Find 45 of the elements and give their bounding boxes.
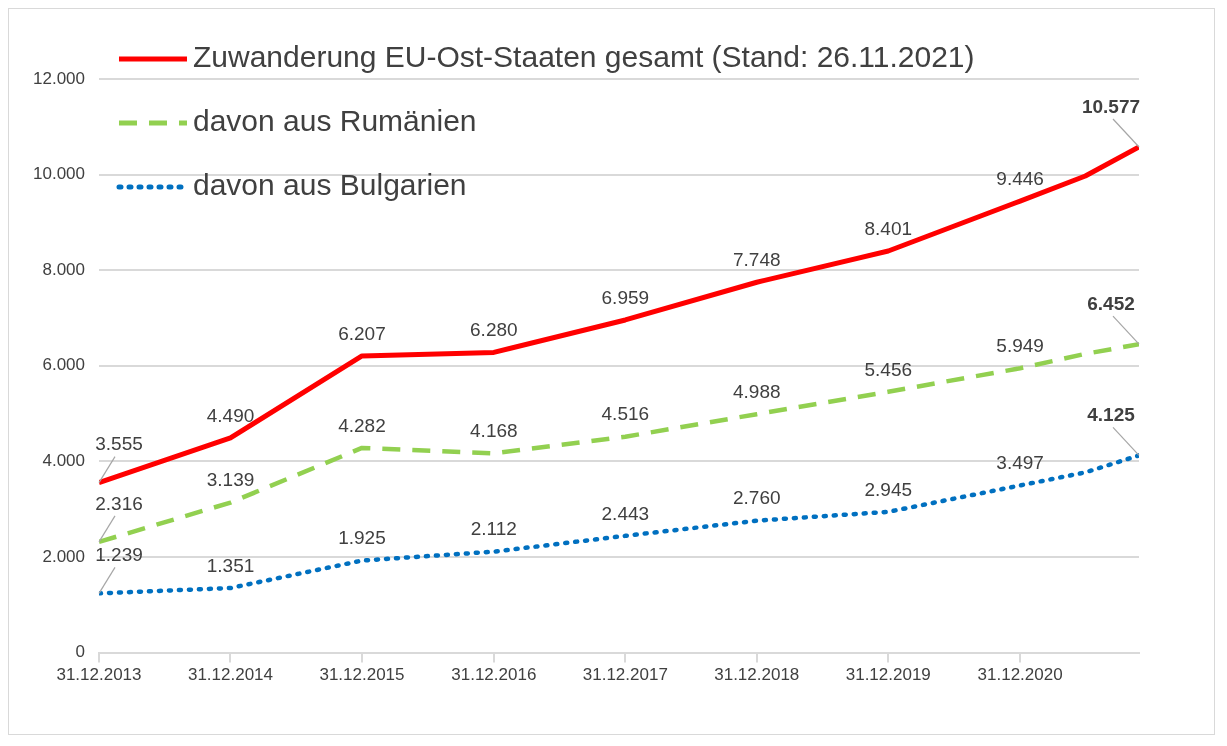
data-label: 4.516 <box>601 403 650 425</box>
y-tick-label: 10.000 <box>33 164 85 184</box>
data-label: 4.490 <box>206 404 255 426</box>
data-label: 1.351 <box>206 554 255 576</box>
y-tick-label: 0 <box>75 642 85 662</box>
x-tick-label: 31.12.2017 <box>582 665 668 685</box>
x-tick-label: 31.12.2019 <box>845 665 931 685</box>
y-tick-label: 8.000 <box>42 259 85 279</box>
data-label: 2.443 <box>601 502 650 524</box>
data-label: 2.760 <box>733 487 781 509</box>
data-label: 9.446 <box>996 167 1044 189</box>
x-tick-label: 31.12.2018 <box>714 665 800 685</box>
data-label: 5.456 <box>864 358 913 380</box>
legend-label: Zuwanderung EU-Ost-Staaten gesamt (Stand: 26.11.2021) <box>193 40 975 74</box>
data-label: 1.925 <box>338 527 386 549</box>
data-label: 6.959 <box>601 286 650 308</box>
data-label: 2.316 <box>95 492 143 514</box>
legend-label: davon aus Rumänien <box>193 104 477 138</box>
legend-label: davon aus Bulgarien <box>193 168 467 202</box>
data-label: 6.207 <box>338 322 386 344</box>
x-tick-label: 31.12.2013 <box>56 665 142 685</box>
y-tick-label: 4.000 <box>42 451 85 471</box>
data-label: 4.125 <box>1087 404 1136 426</box>
data-label: 4.988 <box>733 380 781 402</box>
x-tick-label: 31.12.2014 <box>187 665 274 685</box>
x-tick-label: 31.12.2016 <box>451 665 537 685</box>
data-label: 10.577 <box>1081 95 1141 117</box>
data-label: 2.945 <box>864 478 913 500</box>
data-label: 3.555 <box>95 433 143 455</box>
y-tick-label: 12.000 <box>33 68 85 88</box>
data-label: 5.949 <box>996 334 1044 356</box>
y-tick-label: 6.000 <box>42 355 85 375</box>
data-label: 2.112 <box>470 518 517 540</box>
x-tick-label: 31.12.2020 <box>977 665 1063 685</box>
data-label: 3.139 <box>206 469 255 491</box>
x-tick-label: 31.12.2015 <box>319 665 405 685</box>
data-label: 1.239 <box>95 544 143 566</box>
data-label: 7.748 <box>733 248 781 270</box>
data-label: 6.280 <box>470 319 518 341</box>
data-label: 3.497 <box>996 452 1044 474</box>
data-label: 6.452 <box>1087 292 1135 314</box>
data-label: 4.282 <box>338 414 386 436</box>
data-label: 4.168 <box>470 420 518 442</box>
data-label: 8.401 <box>864 217 913 239</box>
y-tick-label: 2.000 <box>42 546 85 566</box>
